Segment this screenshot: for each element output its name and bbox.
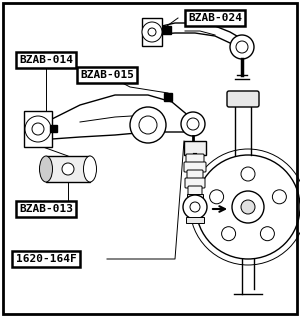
Circle shape: [260, 227, 274, 241]
FancyBboxPatch shape: [186, 217, 204, 223]
Circle shape: [190, 202, 200, 212]
Circle shape: [230, 35, 254, 59]
Bar: [50, 125, 57, 132]
Circle shape: [25, 116, 51, 142]
FancyBboxPatch shape: [185, 178, 205, 188]
Circle shape: [222, 227, 236, 241]
Circle shape: [236, 41, 248, 53]
Text: 1620-164F: 1620-164F: [16, 254, 76, 264]
Bar: [164, 93, 172, 101]
Text: BZAB-014: BZAB-014: [19, 55, 73, 65]
FancyBboxPatch shape: [187, 170, 203, 180]
FancyBboxPatch shape: [227, 91, 259, 107]
Bar: [163, 26, 171, 34]
Circle shape: [32, 123, 44, 135]
Circle shape: [210, 190, 224, 204]
FancyBboxPatch shape: [184, 141, 206, 155]
Circle shape: [139, 116, 157, 134]
Circle shape: [232, 191, 264, 223]
Circle shape: [142, 22, 162, 42]
Circle shape: [187, 118, 199, 130]
Ellipse shape: [40, 156, 52, 182]
FancyBboxPatch shape: [46, 156, 90, 182]
Circle shape: [196, 155, 300, 259]
Circle shape: [181, 112, 205, 136]
FancyBboxPatch shape: [24, 111, 52, 147]
Text: BZAB-024: BZAB-024: [188, 13, 242, 23]
FancyBboxPatch shape: [188, 186, 202, 196]
FancyBboxPatch shape: [184, 162, 206, 172]
Circle shape: [272, 190, 286, 204]
Ellipse shape: [83, 156, 97, 182]
Circle shape: [130, 107, 166, 143]
Circle shape: [62, 163, 74, 175]
Circle shape: [241, 200, 255, 214]
Circle shape: [241, 167, 255, 181]
Circle shape: [183, 195, 207, 219]
Text: BZAB-015: BZAB-015: [80, 70, 134, 80]
FancyBboxPatch shape: [142, 18, 162, 46]
FancyBboxPatch shape: [187, 194, 203, 199]
FancyBboxPatch shape: [186, 154, 204, 164]
Text: BZAB-013: BZAB-013: [19, 204, 73, 214]
Circle shape: [148, 28, 156, 36]
